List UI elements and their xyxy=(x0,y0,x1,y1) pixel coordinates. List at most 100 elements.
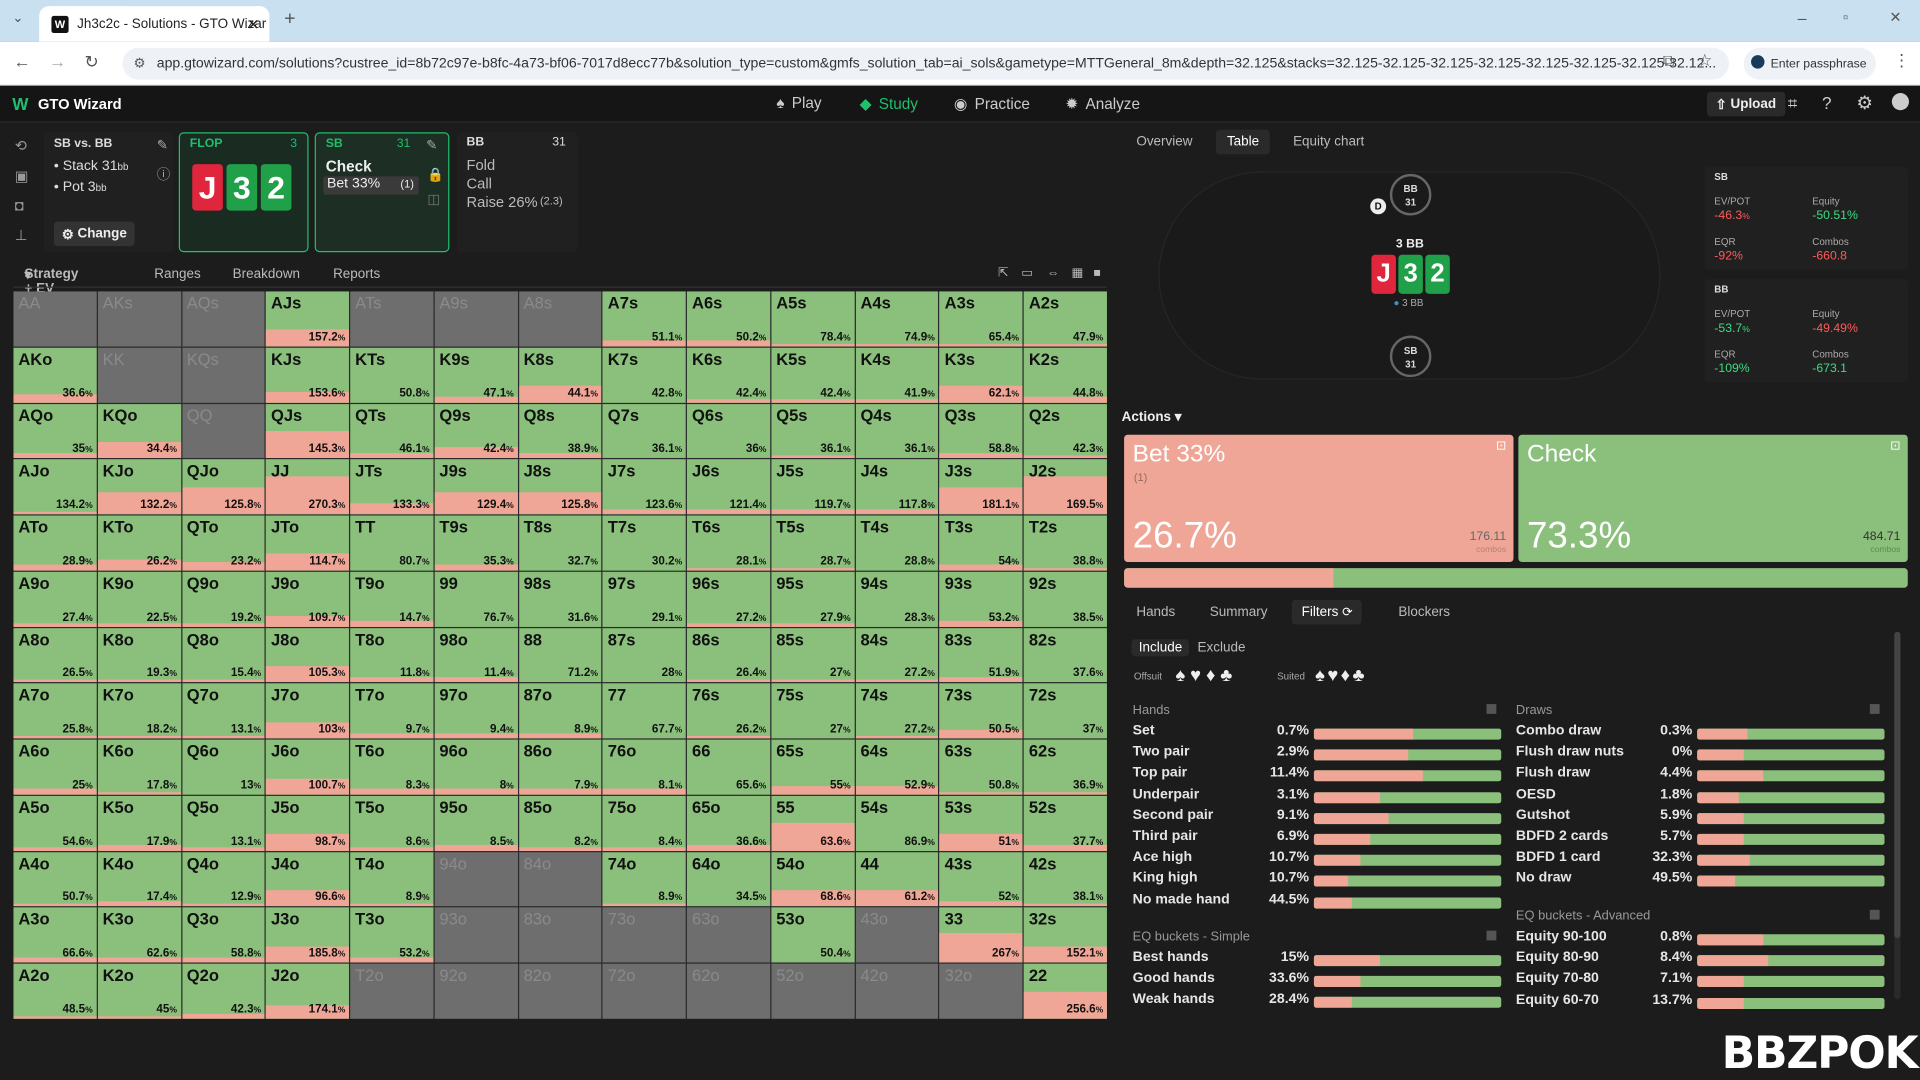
hand-cell[interactable]: 83s 51.9% xyxy=(939,627,1023,683)
filter-row[interactable]: Second pair 9.1% xyxy=(1133,808,1506,829)
heart-icon[interactable]: ♥ xyxy=(1327,664,1339,686)
hand-cell[interactable]: Q9o 19.2% xyxy=(181,571,265,627)
hand-cell[interactable]: Q7o 13.1% xyxy=(181,683,265,739)
filter-row[interactable]: Two pair 2.9% xyxy=(1133,745,1506,766)
nav-study[interactable]: ◆ Study xyxy=(860,94,918,113)
tab-hands[interactable]: Hands xyxy=(1136,604,1176,620)
hand-cell[interactable]: KJs 153.6% xyxy=(266,347,350,403)
hand-cell[interactable]: Q7s 36.1% xyxy=(602,403,686,459)
hand-cell[interactable]: Q6o 13% xyxy=(181,739,265,795)
hand-cell[interactable]: 82s 37.6% xyxy=(1023,627,1107,683)
hand-cell[interactable]: K7o 18.2% xyxy=(97,683,181,739)
hand-cell[interactable]: KTo 26.2% xyxy=(97,515,181,571)
hand-cell[interactable]: 88 71.2% xyxy=(518,627,602,683)
hand-cell[interactable]: Q3o 58.8% xyxy=(181,907,265,963)
hand-cell[interactable]: 62s 36.9% xyxy=(1023,739,1107,795)
screenshot-icon[interactable]: ⌗ xyxy=(1787,93,1798,113)
hand-cell[interactable]: K5s 42.4% xyxy=(771,347,855,403)
hand-cell[interactable]: 44 61.2% xyxy=(855,851,939,907)
hand-cell[interactable]: K4o 17.4% xyxy=(97,851,181,907)
split-view-icon[interactable]: ⇔ xyxy=(1046,266,1060,281)
hand-cell[interactable]: AKo 36.6% xyxy=(13,347,97,403)
hand-cell[interactable]: T4o 8.9% xyxy=(350,851,434,907)
grid-view-icon[interactable]: ▦ xyxy=(1071,266,1084,281)
hand-cell[interactable]: K3s 62.1% xyxy=(939,347,1023,403)
hand-cell[interactable]: Q4s 36.1% xyxy=(855,403,939,459)
sb-seat[interactable]: SB 31 xyxy=(1389,335,1432,378)
hand-cell[interactable]: 73s 50.5% xyxy=(939,683,1023,739)
hand-cell[interactable]: A2s 47.9% xyxy=(1023,291,1107,347)
scrollbar-thumb[interactable] xyxy=(1894,631,1901,938)
hand-cell[interactable]: K9o 22.5% xyxy=(97,571,181,627)
hand-cell[interactable]: 92s 38.5% xyxy=(1023,571,1107,627)
diamond-icon[interactable]: ♦ xyxy=(1340,664,1351,686)
hand-cell[interactable]: Q9s 42.4% xyxy=(434,403,518,459)
hand-cell[interactable]: 73o xyxy=(602,907,686,963)
hands-select-all-checkbox[interactable] xyxy=(1486,704,1497,714)
hand-cell[interactable]: T2s 38.8% xyxy=(1023,515,1107,571)
hand-cell[interactable]: K7s 42.8% xyxy=(602,347,686,403)
help-icon[interactable]: ? xyxy=(1822,93,1832,113)
hand-cell[interactable]: Q8s 38.9% xyxy=(518,403,602,459)
hand-cell[interactable]: 98o 11.4% xyxy=(434,627,518,683)
hand-cell[interactable]: T8o 11.8% xyxy=(350,627,434,683)
hand-cell[interactable]: 55 63.6% xyxy=(771,795,855,851)
hand-cell[interactable]: 42o xyxy=(855,963,939,1019)
install-app-icon[interactable]: ⧉ xyxy=(1662,51,1675,70)
bookmark-star-icon[interactable]: ☆ xyxy=(1697,50,1713,70)
filter-row[interactable]: Equity 70-80 7.1% xyxy=(1516,972,1889,993)
hand-cell[interactable]: J7s 123.6% xyxy=(602,459,686,515)
hand-cell[interactable]: 72o xyxy=(602,963,686,1019)
hand-cell[interactable]: 76o 8.1% xyxy=(602,739,686,795)
club-icon[interactable]: ♣ xyxy=(1352,664,1365,686)
hand-cell[interactable]: A3o 66.6% xyxy=(13,907,97,963)
minimize-icon[interactable]: – xyxy=(1797,8,1807,27)
filter-row[interactable]: OESD 1.8% xyxy=(1516,787,1889,808)
hand-cell[interactable]: A7o 25.8% xyxy=(13,683,97,739)
edit-pencil-icon[interactable]: ✎ xyxy=(156,138,169,154)
change-button[interactable]: ⚙ Change xyxy=(53,221,135,247)
hand-cell[interactable]: K2o 45% xyxy=(97,963,181,1019)
hand-cell[interactable]: QTo 23.2% xyxy=(181,515,265,571)
filter-row[interactable]: Equity 90-100 0.8% xyxy=(1516,929,1889,950)
history-icon[interactable]: ⟲ xyxy=(14,137,28,155)
hand-cell[interactable]: 95o 8.5% xyxy=(434,795,518,851)
hand-cell[interactable]: AJs 157.2% xyxy=(266,291,350,347)
hand-cell[interactable]: T6o 8.3% xyxy=(350,739,434,795)
hand-cell[interactable]: T2o xyxy=(350,963,434,1019)
filter-row[interactable]: Gutshot 5.9% xyxy=(1516,808,1889,829)
tab-blockers[interactable]: Blockers xyxy=(1398,604,1451,620)
hand-cell[interactable]: TT 80.7% xyxy=(350,515,434,571)
tab-ranges[interactable]: Ranges xyxy=(154,266,201,282)
gamepad-icon[interactable]: ◘ xyxy=(14,197,24,215)
filter-row[interactable]: Equity 60-70 13.7% xyxy=(1516,993,1889,1014)
filter-row[interactable]: Flush draw 4.4% xyxy=(1516,766,1889,787)
tab-equity-chart[interactable]: Equity chart xyxy=(1293,134,1365,150)
close-window-icon[interactable]: ✕ xyxy=(1889,8,1902,26)
hand-cell[interactable]: T6s 28.1% xyxy=(687,515,771,571)
hand-cell[interactable]: T8s 32.7% xyxy=(518,515,602,571)
eq-simple-checkbox[interactable] xyxy=(1486,930,1497,941)
filter-row[interactable]: No draw 49.5% xyxy=(1516,871,1889,892)
hand-cell[interactable]: 82o xyxy=(518,963,602,1019)
edit-pencil-icon[interactable]: ✎ xyxy=(426,138,438,154)
hand-cell[interactable]: A9o 27.4% xyxy=(13,571,97,627)
hand-cell[interactable]: T3s 54% xyxy=(939,515,1023,571)
hand-cell[interactable]: T5s 28.7% xyxy=(771,515,855,571)
hand-cell[interactable]: J8s 125.8% xyxy=(518,459,602,515)
lock-icon[interactable]: 🔒 xyxy=(427,167,445,183)
hand-cell[interactable]: Q5o 13.1% xyxy=(181,795,265,851)
filter-row[interactable]: King high 10.7% xyxy=(1133,871,1506,892)
hand-cell[interactable]: J5o 98.7% xyxy=(266,795,350,851)
draws-select-all-checkbox[interactable] xyxy=(1869,704,1880,714)
hand-cell[interactable]: AQo 35% xyxy=(13,403,97,459)
nav-practice[interactable]: ◉ Practice xyxy=(954,94,1030,113)
hand-cell[interactable]: K5o 17.9% xyxy=(97,795,181,851)
hand-cell[interactable]: 54s 86.9% xyxy=(855,795,939,851)
hand-cell[interactable]: ATs xyxy=(350,291,434,347)
forward-icon[interactable]: → xyxy=(48,51,67,72)
hand-cell[interactable]: 87o 8.9% xyxy=(518,683,602,739)
hand-cell[interactable]: A6s 50.2% xyxy=(687,291,771,347)
table-view-icon[interactable]: ▭ xyxy=(1021,266,1033,281)
expand-icon[interactable]: ⇱ xyxy=(997,266,1009,281)
